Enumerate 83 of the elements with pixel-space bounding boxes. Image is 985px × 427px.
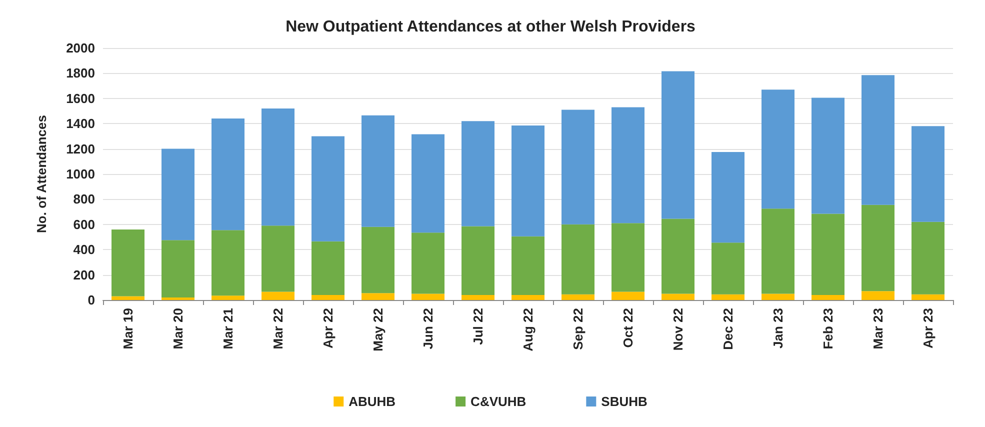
bar <box>512 125 544 236</box>
bar <box>912 126 944 222</box>
bar <box>862 291 894 300</box>
x-tick-label: Apr 22 <box>320 308 336 348</box>
y-tick-label: 2000 <box>66 40 95 56</box>
x-tick-label: Apr 23 <box>920 308 936 348</box>
bar <box>162 240 194 298</box>
bar <box>162 148 194 240</box>
bar <box>862 204 894 292</box>
bar <box>212 296 244 300</box>
y-tick-label: 1000 <box>66 166 95 182</box>
bar <box>312 136 344 242</box>
bar <box>612 292 644 300</box>
bar <box>662 294 694 300</box>
chart-title: New Outpatient Attendances at other Welsh Providers <box>286 18 696 36</box>
bar <box>362 226 394 294</box>
x-tick-label: Dec 22 <box>720 308 736 350</box>
bar <box>912 294 944 300</box>
bar <box>512 294 544 300</box>
bar <box>412 294 444 300</box>
bar <box>262 226 294 292</box>
bar <box>662 71 694 219</box>
bar <box>612 107 644 224</box>
bar <box>262 292 294 300</box>
bar <box>912 222 944 294</box>
bar <box>362 115 394 227</box>
x-tick-label: Aug 22 <box>520 308 536 352</box>
x-tick-label: Mar 22 <box>270 308 286 350</box>
bar <box>462 294 494 300</box>
x-tick-label: Jun 22 <box>420 308 436 350</box>
bar <box>762 90 794 209</box>
bar <box>562 110 594 224</box>
x-tick-label: Sep 22 <box>570 308 586 350</box>
y-tick-label: 1400 <box>66 116 95 132</box>
y-tick-label: 200 <box>73 267 95 282</box>
y-tick-label: 800 <box>73 192 95 207</box>
x-tick-label: Mar 20 <box>170 308 186 350</box>
bar <box>762 294 794 300</box>
bar <box>112 296 144 300</box>
y-tick-label: 1200 <box>66 141 95 156</box>
x-tick-label: Jan 23 <box>770 308 786 348</box>
bar <box>362 293 394 300</box>
y-tick-label: 1600 <box>66 90 95 106</box>
bar <box>712 294 744 300</box>
bar <box>712 152 744 243</box>
bar <box>512 236 544 295</box>
bar <box>462 121 494 226</box>
bar <box>712 242 744 294</box>
bar <box>562 294 594 300</box>
x-tick-label: Oct 22 <box>620 308 636 348</box>
y-axis-title: No. of Attendances <box>34 115 49 233</box>
bar <box>662 218 694 294</box>
x-tick-label: May 22 <box>370 308 386 352</box>
bar <box>462 226 494 295</box>
legend-label: ABUHB <box>348 394 396 409</box>
legend-label: SBUHB <box>601 394 648 409</box>
y-tick-label: 400 <box>73 242 95 258</box>
bar <box>412 232 444 294</box>
x-tick-label: Mar 19 <box>120 308 136 350</box>
bar <box>812 98 844 214</box>
y-tick-label: 1800 <box>66 66 95 81</box>
bar <box>762 208 794 294</box>
x-tick-label: Nov 22 <box>670 308 686 351</box>
bar <box>312 241 344 295</box>
x-tick-label: Jul 22 <box>470 308 486 345</box>
bar <box>262 108 294 226</box>
bar <box>562 224 594 294</box>
y-tick-label: 600 <box>73 216 95 232</box>
legend-label: C&VUHB <box>470 394 526 409</box>
bar <box>612 223 644 292</box>
bar <box>162 297 194 300</box>
bar <box>212 230 244 296</box>
bar <box>812 294 844 300</box>
bar <box>312 294 344 300</box>
x-tick-label: Feb 23 <box>820 308 836 350</box>
x-tick-label: Mar 23 <box>870 308 886 350</box>
bar <box>412 134 444 233</box>
x-tick-label: Mar 21 <box>220 308 236 350</box>
y-tick-label: 0 <box>88 292 95 308</box>
bar <box>112 229 144 296</box>
bar <box>212 118 244 230</box>
bar <box>812 214 844 295</box>
bar <box>862 75 894 205</box>
